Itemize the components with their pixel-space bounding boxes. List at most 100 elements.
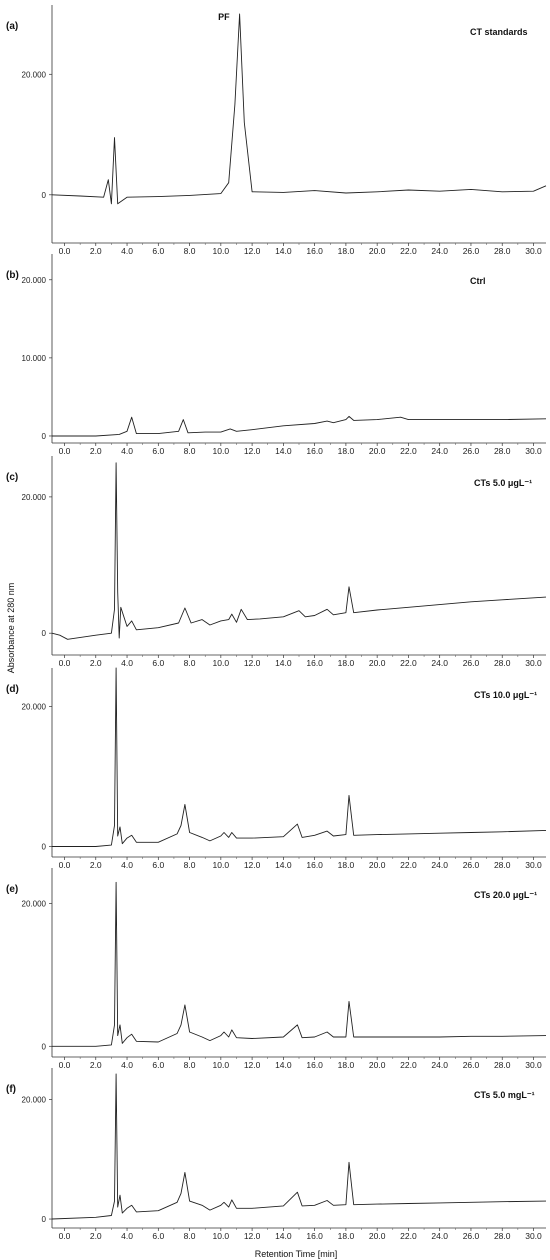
x-tick-label: 8.0 <box>184 1231 196 1241</box>
x-tick-label: 16.0 <box>306 1060 323 1070</box>
x-tick-label: 16.0 <box>306 658 323 668</box>
x-tick-label: 16.0 <box>306 446 323 456</box>
x-tick-label: 22.0 <box>400 1231 417 1241</box>
panel-label: (e) <box>6 884 18 895</box>
panel-label: (b) <box>6 270 19 281</box>
x-tick-label: 16.0 <box>306 1231 323 1241</box>
shared-x-axis-label: Retention Time [min] <box>255 1249 338 1259</box>
x-tick-label: 20.0 <box>369 446 386 456</box>
chromatogram-trace <box>51 13 547 205</box>
panel-label: (c) <box>6 472 18 483</box>
x-tick-label: 20.0 <box>369 860 386 870</box>
x-tick-label: 4.0 <box>121 658 133 668</box>
x-tick-label: 8.0 <box>184 1060 196 1070</box>
panel-title: CTs 5.0 μgL⁻¹ <box>474 478 532 488</box>
x-tick-label: 30.0 <box>525 860 542 870</box>
x-tick-label: 10.0 <box>213 1060 230 1070</box>
y-tick-label: 0 <box>42 432 47 441</box>
x-tick-label: 14.0 <box>275 246 292 256</box>
x-tick-label: 20.0 <box>369 658 386 668</box>
y-tick-label: 0 <box>42 843 47 852</box>
y-tick-label: 0 <box>42 1042 47 1051</box>
x-tick-label: 14.0 <box>275 860 292 870</box>
x-tick-label: 12.0 <box>244 1231 261 1241</box>
x-tick-label: 24.0 <box>431 1231 448 1241</box>
x-tick-label: 10.0 <box>213 446 230 456</box>
x-tick-label: 6.0 <box>152 658 164 668</box>
panel-title: CTs 5.0 mgL⁻¹ <box>474 1090 535 1100</box>
x-tick-label: 12.0 <box>244 1060 261 1070</box>
x-tick-label: 18.0 <box>338 658 355 668</box>
x-tick-label: 26.0 <box>463 658 480 668</box>
x-tick-label: 8.0 <box>184 658 196 668</box>
x-tick-label: 12.0 <box>244 658 261 668</box>
x-tick-label: 30.0 <box>525 1060 542 1070</box>
chart-panel-6: 0.0 2.0 4.0 6.0 8.0 10.0 12.0 14.0 16.0 18.0 20.0 2… <box>6 1068 547 1241</box>
x-tick-label: 6.0 <box>152 446 164 456</box>
x-tick-label: 20.0 <box>369 246 386 256</box>
x-tick-label: 2.0 <box>90 246 102 256</box>
x-tick-label: 14.0 <box>275 446 292 456</box>
chart-panel-2: 0.0 2.0 4.0 6.0 8.0 10.0 12.0 14.0 16.0 18.0 20.0 2… <box>6 254 547 456</box>
y-tick-label: 10.000 <box>22 354 47 363</box>
chart-panel-4: 0.0 2.0 4.0 6.0 8.0 10.0 12.0 14.0 16.0 18.0 20.0 2… <box>6 667 547 870</box>
y-tick-label: 20.000 <box>22 900 47 909</box>
x-tick-label: 24.0 <box>431 658 448 668</box>
x-tick-label: 30.0 <box>525 446 542 456</box>
x-tick-label: 28.0 <box>494 860 511 870</box>
x-tick-label: 6.0 <box>152 1060 164 1070</box>
x-tick-label: 0.0 <box>59 1060 71 1070</box>
panel-title: CT standards <box>470 27 528 37</box>
x-tick-label: 26.0 <box>463 246 480 256</box>
chromatogram-trace <box>52 667 547 847</box>
x-tick-label: 18.0 <box>338 1060 355 1070</box>
x-tick-label: 22.0 <box>400 658 417 668</box>
x-tick-label: 4.0 <box>121 1231 133 1241</box>
chart-panel-5: 0.0 2.0 4.0 6.0 8.0 10.0 12.0 14.0 16.0 18.0 20.0 2… <box>6 868 547 1070</box>
x-tick-label: 2.0 <box>90 1060 102 1070</box>
x-tick-label: 18.0 <box>338 860 355 870</box>
x-tick-label: 8.0 <box>184 860 196 870</box>
x-tick-label: 2.0 <box>90 1231 102 1241</box>
x-tick-label: 10.0 <box>213 246 230 256</box>
panel-title: CTs 20.0 μgL⁻¹ <box>474 890 537 900</box>
x-tick-label: 6.0 <box>152 860 164 870</box>
y-tick-label: 20.000 <box>22 276 47 285</box>
x-tick-label: 22.0 <box>400 1060 417 1070</box>
x-tick-label: 0.0 <box>59 446 71 456</box>
x-tick-label: 24.0 <box>431 446 448 456</box>
x-tick-label: 26.0 <box>463 1231 480 1241</box>
x-tick-label: 0.0 <box>59 246 71 256</box>
x-tick-label: 0.0 <box>59 658 71 668</box>
x-tick-label: 18.0 <box>338 1231 355 1241</box>
x-tick-label: 10.0 <box>213 1231 230 1241</box>
x-tick-label: 14.0 <box>275 658 292 668</box>
x-tick-label: 4.0 <box>121 246 133 256</box>
chromatogram-trace <box>51 1073 547 1220</box>
x-tick-label: 18.0 <box>338 246 355 256</box>
x-tick-label: 8.0 <box>184 246 196 256</box>
x-tick-label: 12.0 <box>244 446 261 456</box>
x-tick-label: 6.0 <box>152 1231 164 1241</box>
x-tick-label: 22.0 <box>400 446 417 456</box>
shared-y-axis-label: Absorbance at 280 nm <box>6 583 16 674</box>
x-tick-label: 28.0 <box>494 246 511 256</box>
x-tick-label: 26.0 <box>463 1060 480 1070</box>
y-tick-label: 0 <box>42 191 47 200</box>
x-tick-label: 16.0 <box>306 860 323 870</box>
x-tick-label: 14.0 <box>275 1060 292 1070</box>
x-tick-label: 18.0 <box>338 446 355 456</box>
x-tick-label: 28.0 <box>494 658 511 668</box>
x-tick-label: 14.0 <box>275 1231 292 1241</box>
x-tick-label: 26.0 <box>463 446 480 456</box>
x-tick-label: 12.0 <box>244 246 261 256</box>
y-tick-label: 0 <box>42 1215 47 1224</box>
x-tick-label: 4.0 <box>121 1060 133 1070</box>
x-tick-label: 26.0 <box>463 860 480 870</box>
x-tick-label: 12.0 <box>244 860 261 870</box>
x-tick-label: 28.0 <box>494 1060 511 1070</box>
peak-annotation: PF <box>218 12 230 22</box>
x-tick-label: 4.0 <box>121 446 133 456</box>
x-tick-label: 20.0 <box>369 1060 386 1070</box>
panel-label: (a) <box>6 21 18 32</box>
